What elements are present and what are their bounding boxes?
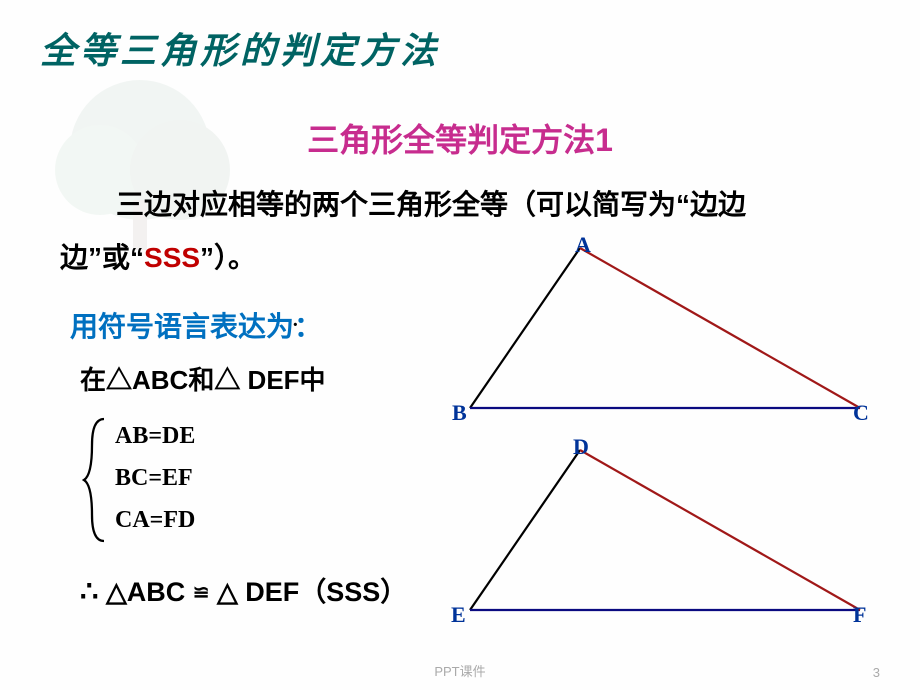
label-b: B bbox=[452, 400, 467, 426]
equations: AB=DE BC=EF CA=FD bbox=[115, 415, 195, 541]
label-a: A bbox=[575, 232, 591, 258]
congruent-symbol: ≌ bbox=[193, 582, 210, 604]
therefore-symbol: ∴ bbox=[80, 576, 98, 608]
line-df bbox=[580, 450, 860, 610]
eq3: CA=FD bbox=[115, 499, 195, 541]
triangle-abc bbox=[450, 238, 880, 428]
label-c: C bbox=[853, 400, 869, 426]
in-line: 在△ABC和△ DEF中 bbox=[80, 360, 326, 397]
body-part2: ”）。 bbox=[200, 242, 256, 273]
label-f: F bbox=[853, 602, 866, 628]
expression-title: 用符号语言表达为： bbox=[70, 305, 322, 345]
label-e: E bbox=[451, 602, 466, 628]
sss-text: SSS bbox=[144, 242, 200, 273]
line-de bbox=[470, 450, 580, 610]
body-indent bbox=[60, 189, 116, 220]
line-ca bbox=[580, 248, 860, 408]
eq2: BC=EF bbox=[115, 457, 195, 499]
conclusion-t2: △ DEF（SSS） bbox=[210, 577, 408, 607]
page-number: 3 bbox=[873, 665, 880, 680]
main-title: 全等三角形的判定方法 bbox=[40, 22, 440, 74]
triangle-def bbox=[450, 440, 880, 630]
conclusion: ∴ △ABC ≌ △ DEF（SSS） bbox=[80, 570, 407, 609]
eq1: AB=DE bbox=[115, 415, 195, 457]
label-d: D bbox=[573, 434, 589, 460]
footer-text: PPT课件 bbox=[0, 661, 920, 680]
brace-icon bbox=[82, 415, 112, 545]
conclusion-t1: △ABC bbox=[98, 577, 185, 607]
line-ab bbox=[470, 248, 580, 408]
sub-title: 三角形全等判定方法1 bbox=[0, 115, 920, 161]
